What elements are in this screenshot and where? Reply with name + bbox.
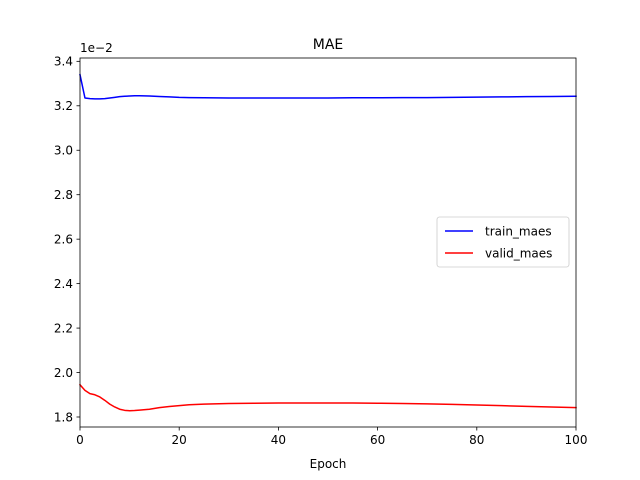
x-tick-label: 60 (370, 433, 385, 447)
x-tick-label: 0 (76, 433, 84, 447)
series-layer (78, 73, 577, 412)
axes-layer: 0 20 40 60 80 100 1.8 2.0 2.2 2.4 2.6 2.8 3.0 3.2 3.4 (54, 55, 588, 447)
y-tick-label: 3.0 (54, 144, 73, 158)
x-tick-label: 20 (172, 433, 187, 447)
legend-label-train_maes: train_maes (485, 225, 552, 239)
x-tick-label: 80 (469, 433, 484, 447)
x-tick-label: 40 (271, 433, 286, 447)
y-tick-label: 3.2 (54, 99, 73, 113)
legend-label-valid_maes: valid_maes (485, 247, 552, 261)
x-tick-label: 100 (565, 433, 588, 447)
axes-frame (79, 57, 577, 428)
series-line-valid_maes (78, 383, 577, 412)
y-tick-label: 2.8 (54, 188, 73, 202)
y-tick-label: 2.2 (54, 321, 73, 335)
y-tick-label: 2.6 (54, 232, 73, 246)
y-tick-label: 2.0 (54, 366, 73, 380)
y-tick-label: 3.4 (54, 55, 73, 69)
x-axis-label: Epoch (310, 457, 347, 471)
series-line-train_maes (79, 73, 577, 100)
y-tick-label: 2.4 (54, 277, 73, 291)
legend: train_maes valid_maes (436, 216, 570, 268)
legend-box (436, 216, 570, 268)
y-tick-label: 1.8 (54, 410, 73, 424)
chart-title: MAE (313, 37, 344, 53)
y-offset-label: 1e−2 (80, 41, 113, 55)
